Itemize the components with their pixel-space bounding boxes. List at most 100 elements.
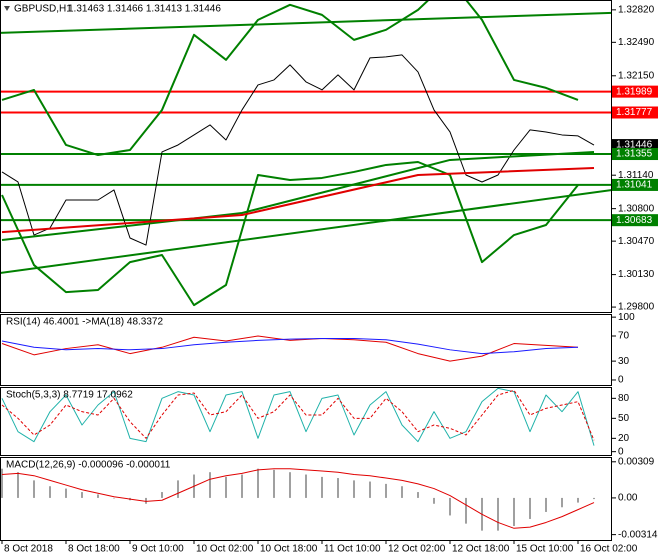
x-tick-label: 10 Oct 18:00 xyxy=(260,544,318,555)
y-tick-label: 80 xyxy=(618,393,630,404)
histogram-bar xyxy=(241,474,243,498)
level-tag xyxy=(612,85,658,98)
series-line xyxy=(1,335,579,362)
y-tick-label: 0 xyxy=(618,446,624,457)
indicator-title: Stoch(5,3,3) 8.7719 17.0962 xyxy=(6,390,133,401)
series-line xyxy=(1,161,579,307)
histogram-bar xyxy=(81,492,83,498)
histogram-bar xyxy=(593,497,595,500)
series-line xyxy=(1,150,595,242)
y-tick-label: 1.30800 xyxy=(618,203,655,214)
histogram-bar xyxy=(545,497,547,512)
level-label: 1.31777 xyxy=(616,107,653,118)
x-tick-label: 10 Oct 02:00 xyxy=(196,544,254,555)
histogram-bar xyxy=(97,494,99,498)
histogram-bar xyxy=(177,480,179,498)
histogram-bar xyxy=(337,478,339,498)
level-label: 1.30683 xyxy=(616,215,653,226)
histogram-bar xyxy=(497,497,499,531)
y-tick-label: 70 xyxy=(618,331,630,342)
x-tick-label: 16 Oct 02:00 xyxy=(580,544,638,555)
histogram-bar xyxy=(449,497,451,516)
x-tick-label: 12 Oct 02:00 xyxy=(388,544,446,555)
histogram-bar xyxy=(145,497,147,504)
histogram-bar xyxy=(513,497,515,526)
level-tag xyxy=(612,178,658,191)
histogram-bar xyxy=(113,497,115,499)
panel xyxy=(0,0,612,307)
panel xyxy=(1,335,579,362)
y-tick-label: -0.00314 xyxy=(618,529,658,540)
histogram-bar xyxy=(257,468,259,498)
quote: 1.31463 1.31466 1.31413 1.31446 xyxy=(68,4,221,15)
series-line xyxy=(1,54,595,246)
histogram-bar xyxy=(305,474,307,498)
price-label: 1.31446 xyxy=(616,140,653,151)
histogram-bar xyxy=(401,486,403,498)
y-tick-label: 30 xyxy=(618,356,630,367)
histogram-bar xyxy=(225,476,227,498)
y-tick-label: 1.30130 xyxy=(618,269,655,280)
panel-frame xyxy=(0,0,612,313)
histogram-bar xyxy=(385,483,387,498)
histogram-bar xyxy=(433,497,435,504)
level-label: 1.31989 xyxy=(616,86,653,97)
histogram-bar xyxy=(209,472,211,498)
panel-frame xyxy=(0,387,612,456)
y-tick-label: 1.30470 xyxy=(618,236,655,247)
x-tick-label: 9 Oct 10:00 xyxy=(132,544,184,555)
level-tag xyxy=(612,148,658,161)
y-tick-label: 1.31140 xyxy=(618,170,654,181)
histogram-bar xyxy=(465,497,467,524)
level-label: 1.31355 xyxy=(616,149,653,160)
x-tick-label: 15 Oct 10:00 xyxy=(516,544,574,555)
trend-line xyxy=(0,188,612,275)
histogram-bar xyxy=(161,492,163,498)
x-tick-label: 12 Oct 18:00 xyxy=(452,544,510,555)
y-tick-label: 0.00309 xyxy=(618,456,655,467)
symbol-icon xyxy=(4,6,10,11)
histogram-bar xyxy=(17,472,19,498)
panel-frame xyxy=(0,457,612,541)
level-label: 1.31041 xyxy=(616,180,653,191)
x-tick-label: 8 Oct 2018 xyxy=(4,544,53,555)
histogram-bar xyxy=(529,497,531,519)
histogram-bar xyxy=(289,472,291,498)
histogram-bar xyxy=(369,481,371,498)
panel xyxy=(1,468,595,531)
series-line xyxy=(1,167,595,234)
histogram-bar xyxy=(417,492,419,498)
level-tag xyxy=(612,214,658,227)
series-line xyxy=(1,389,595,441)
histogram-bar xyxy=(561,497,563,508)
y-tick-label: 20 xyxy=(618,433,630,444)
histogram-bar xyxy=(33,480,35,498)
histogram-bar xyxy=(65,488,67,498)
histogram-bar xyxy=(49,486,51,498)
series-line xyxy=(1,338,579,355)
histogram-bar xyxy=(321,476,323,498)
y-tick-label: 100 xyxy=(618,312,635,323)
indicator-title: RSI(14) 46.4001 ->MA(18) 48.3372 xyxy=(6,317,163,328)
panel-frame xyxy=(0,314,612,386)
y-tick-label: 1.32820 xyxy=(618,4,655,15)
y-tick-label: 50 xyxy=(618,413,630,424)
y-tick-label: 0.00 xyxy=(618,493,638,504)
histogram-bar xyxy=(1,468,3,498)
y-tick-label: 0 xyxy=(618,375,624,386)
histogram-bar xyxy=(353,480,355,498)
series-line xyxy=(1,0,579,157)
y-tick-label: 1.32150 xyxy=(618,70,655,81)
series-line xyxy=(1,387,595,446)
x-tick-label: 8 Oct 18:00 xyxy=(68,544,120,555)
x-tick-label: 11 Oct 10:00 xyxy=(324,544,381,555)
trend-line xyxy=(0,11,612,34)
y-tick-label: 1.32490 xyxy=(618,37,655,48)
y-tick-label: 1.29800 xyxy=(618,302,655,313)
histogram-bar xyxy=(577,497,579,503)
series-line xyxy=(1,468,595,529)
histogram-bar xyxy=(273,469,275,498)
panel xyxy=(1,387,595,446)
